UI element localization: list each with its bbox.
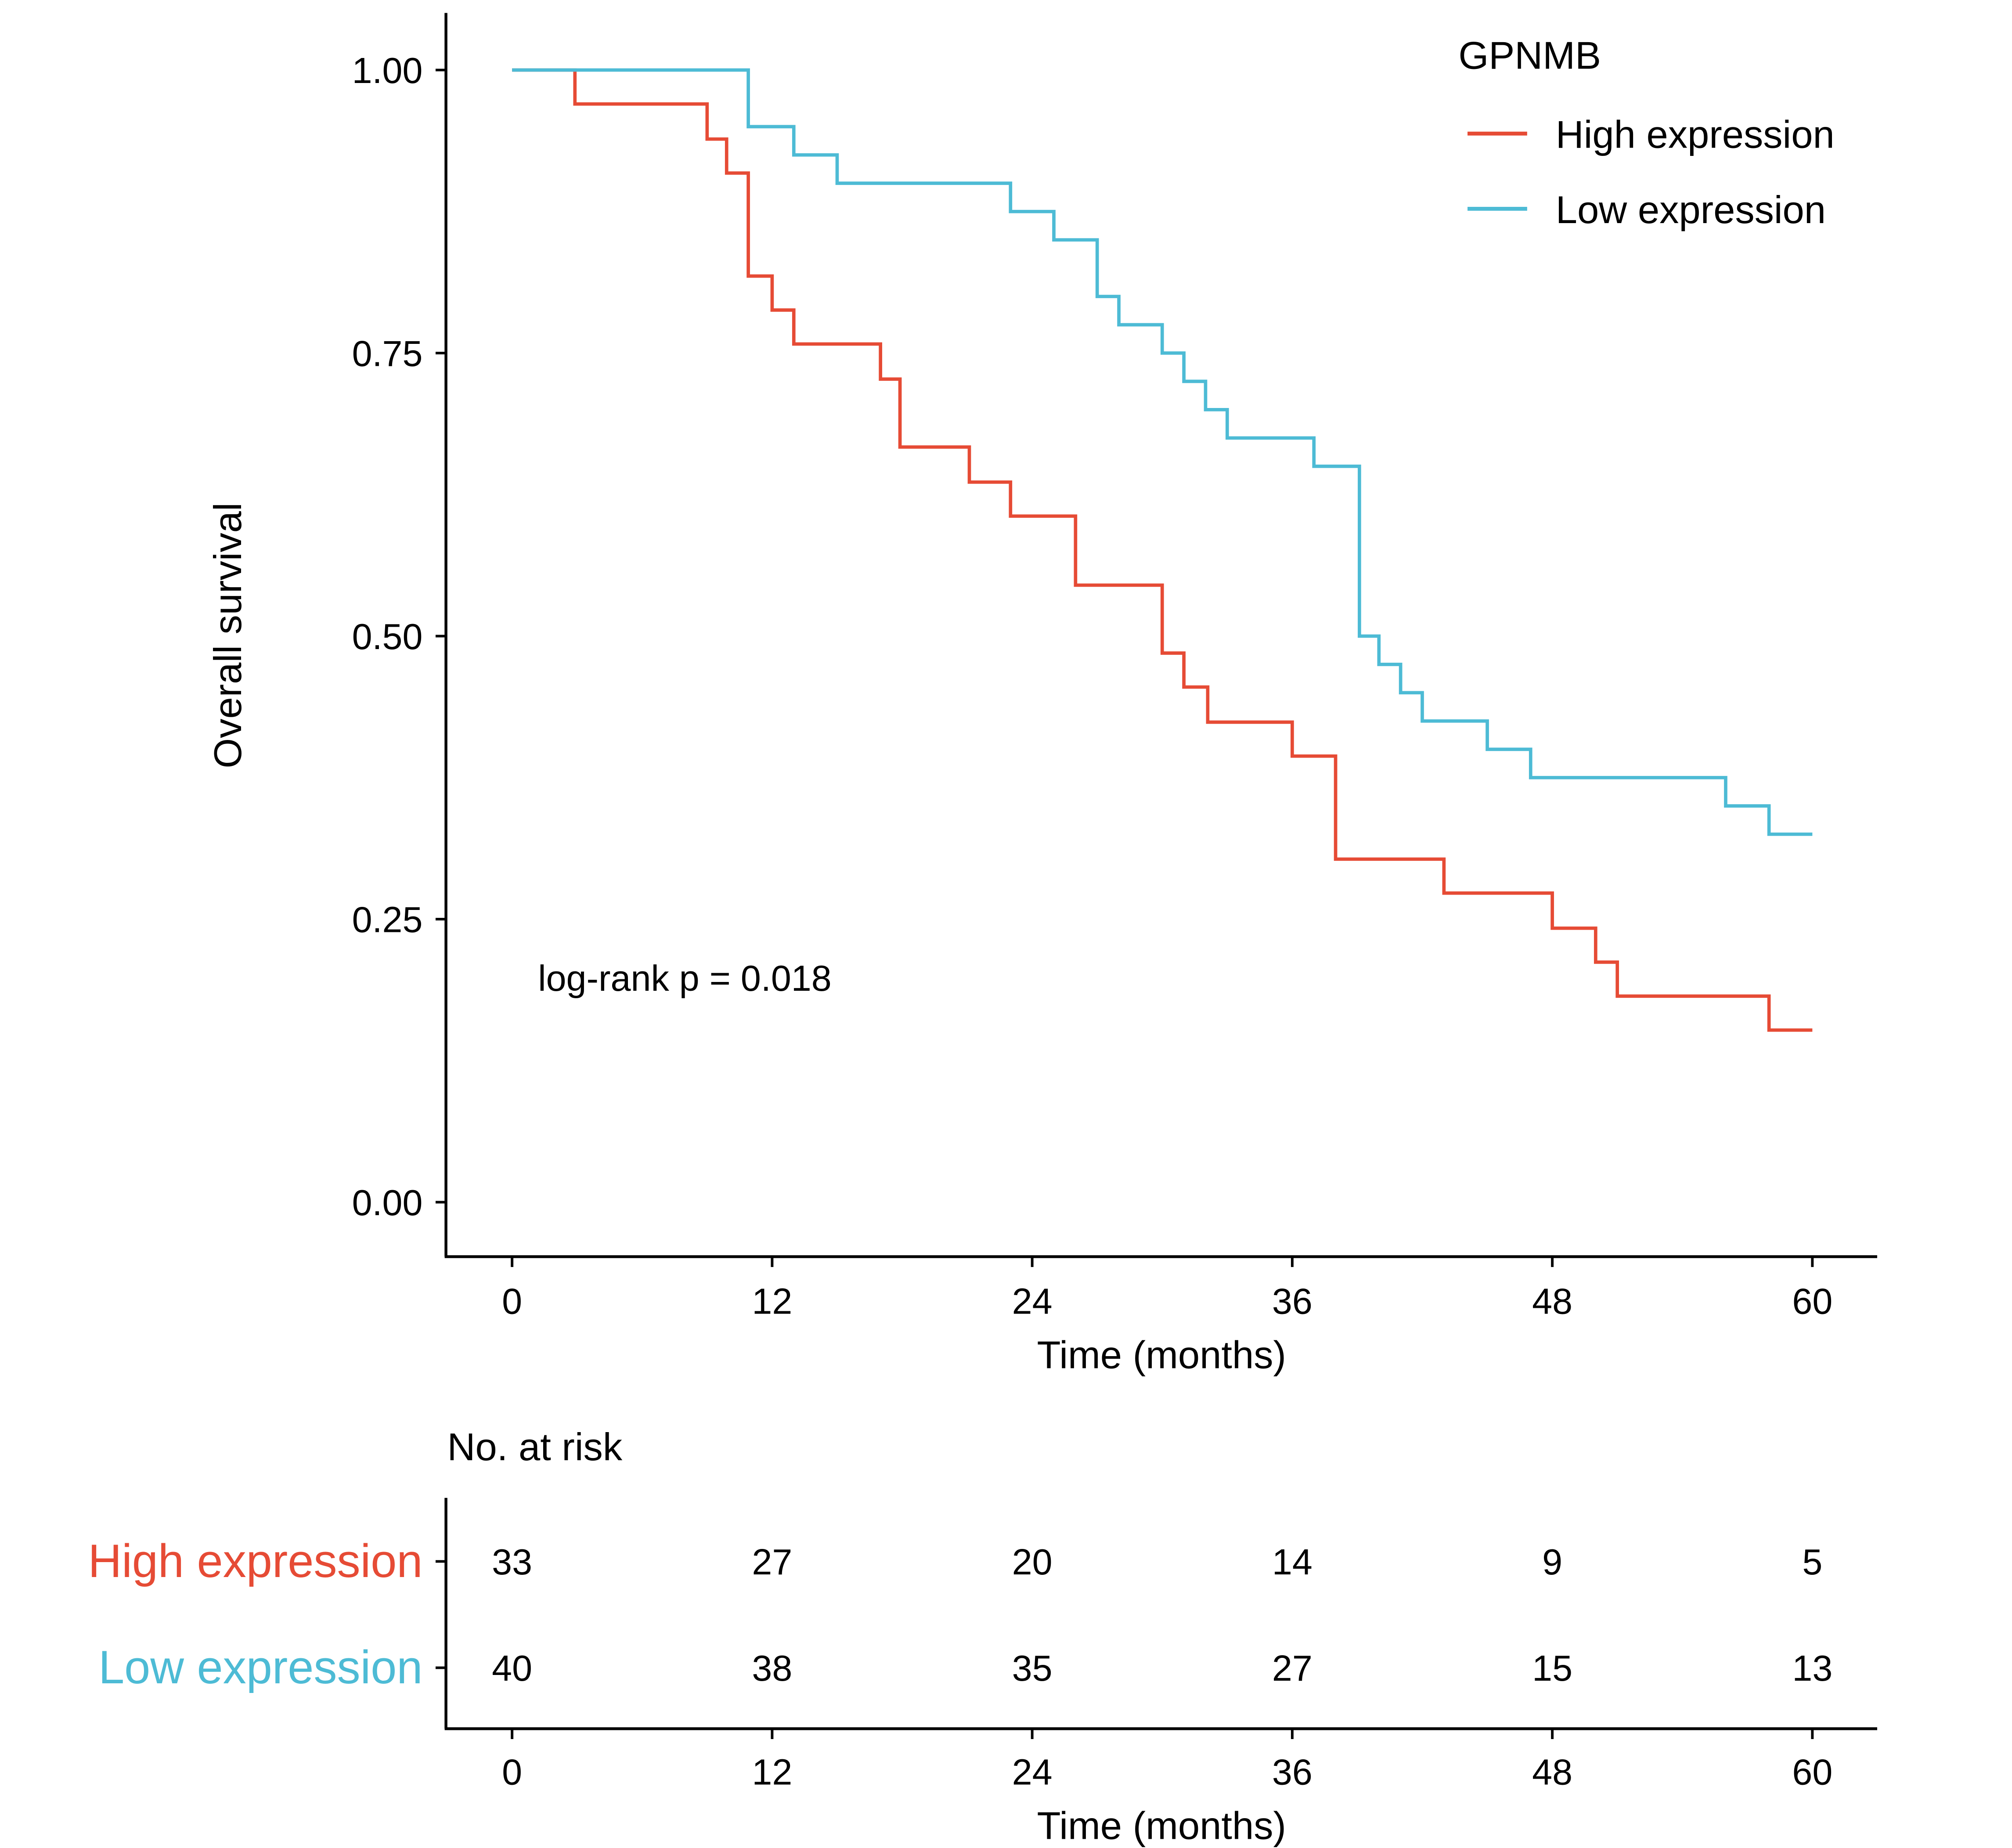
risk-count: 38 (752, 1648, 792, 1689)
risk-table-title: No. at risk (447, 1425, 623, 1469)
legend-title: GPNMB (1458, 33, 1601, 77)
risk-row-label-high-expression: High expression (88, 1535, 422, 1587)
curve-low-expression (512, 68, 1813, 836)
risk-x-tick-label: 12 (752, 1751, 792, 1792)
y-tick-label: 0.00 (352, 1182, 423, 1223)
risk-count: 27 (1272, 1648, 1312, 1689)
risk-count: 20 (1012, 1541, 1053, 1582)
x-tick-label: 60 (1792, 1281, 1832, 1321)
legend: GPNMB High expression Low expression (1458, 33, 1834, 231)
risk-count: 9 (1542, 1541, 1562, 1582)
y-tick-label: 0.75 (352, 333, 423, 374)
y-tick-label: 0.50 (352, 616, 423, 657)
risk-x-tick-label: 60 (1792, 1751, 1832, 1792)
risk-count: 13 (1792, 1648, 1832, 1689)
risk-table-x-axis-title: Time (months) (1037, 1804, 1286, 1847)
survival-plot: 0.00 0.25 0.50 0.75 1.00 0 12 24 36 48 60 Time (m… (206, 13, 1877, 1376)
risk-x-tick-label: 48 (1532, 1751, 1572, 1792)
risk-count: 33 (492, 1541, 532, 1582)
legend-label-low-expression: Low expression (1556, 188, 1826, 231)
y-tick-label: 1.00 (352, 50, 423, 91)
risk-count: 14 (1272, 1541, 1312, 1582)
y-axis-ticks: 0.00 0.25 0.50 0.75 1.00 (352, 50, 446, 1223)
risk-x-tick-label: 36 (1272, 1751, 1312, 1792)
risk-count: 40 (492, 1648, 532, 1689)
x-tick-label: 48 (1532, 1281, 1572, 1321)
x-axis-ticks: 0 12 24 36 48 60 (502, 1256, 1832, 1321)
risk-table-x-ticks: 0 12 24 36 48 60 (502, 1729, 1832, 1792)
risk-table-rows: High expression 33 27 20 14 9 5 Low expression 4… (88, 1535, 1832, 1693)
risk-row-label-low-expression: Low expression (98, 1641, 422, 1693)
risk-count: 35 (1012, 1648, 1053, 1689)
y-tick-label: 0.25 (352, 899, 423, 940)
risk-x-tick-label: 24 (1012, 1751, 1053, 1792)
x-axis-title: Time (months) (1037, 1333, 1286, 1376)
risk-count: 5 (1802, 1541, 1822, 1582)
y-axis-title: Overall survival (206, 502, 249, 768)
x-tick-label: 36 (1272, 1281, 1312, 1321)
risk-x-tick-label: 0 (502, 1751, 522, 1792)
x-tick-label: 12 (752, 1281, 792, 1321)
x-tick-label: 0 (502, 1281, 522, 1321)
log-rank-annotation: log-rank p = 0.018 (538, 958, 832, 999)
risk-table: No. at risk High expression 33 27 20 14 9 5 Low… (88, 1425, 1877, 1847)
x-tick-label: 24 (1012, 1281, 1053, 1321)
curve-high-expression (512, 68, 1813, 1032)
survival-curves (512, 68, 1813, 1032)
risk-count: 27 (752, 1541, 792, 1582)
legend-label-high-expression: High expression (1556, 113, 1835, 156)
risk-count: 15 (1532, 1648, 1572, 1689)
